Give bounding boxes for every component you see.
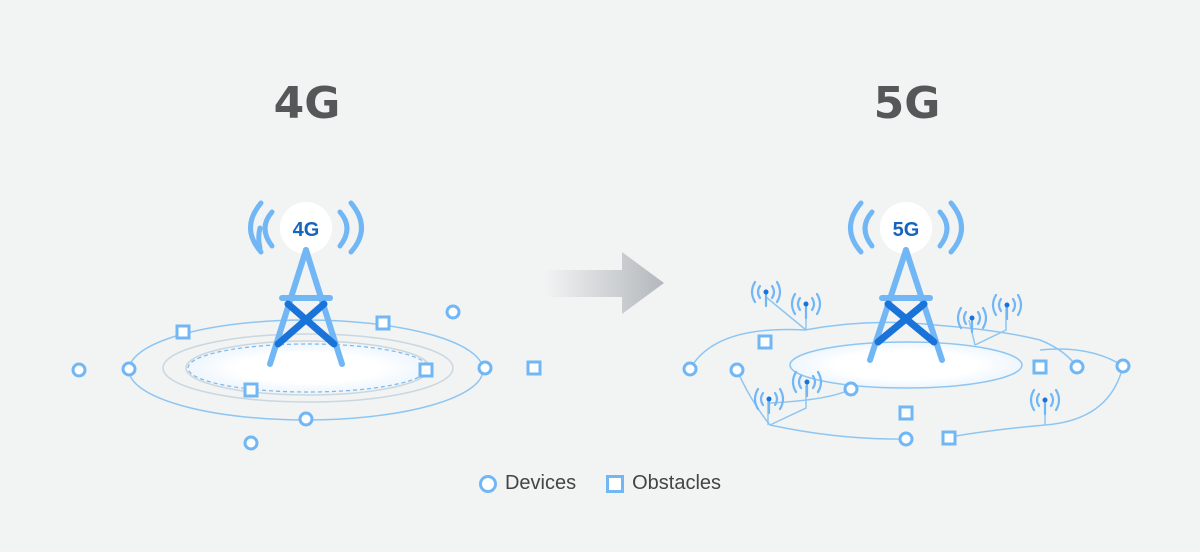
obstacle-icon xyxy=(243,382,259,398)
device-icon xyxy=(243,435,259,451)
tower-label-4g: 4G xyxy=(293,219,320,241)
tower-label-5g: 5G xyxy=(893,219,920,241)
legend-devices: Devices xyxy=(478,472,577,495)
title-4g: 4G xyxy=(273,78,341,129)
devices-4g xyxy=(71,304,493,451)
obstacle-icon xyxy=(1032,359,1048,375)
obstacles-5g xyxy=(757,334,1048,446)
obstacle-icon xyxy=(175,324,191,340)
tower-5g: 5G xyxy=(848,200,964,363)
obstacle-icon xyxy=(526,360,542,376)
small-cells-5g xyxy=(750,280,1061,416)
device-icon xyxy=(71,362,87,378)
device-icon xyxy=(682,361,698,377)
obstacle-icon xyxy=(375,315,391,331)
obstacle-icon xyxy=(941,430,957,446)
devices-5g xyxy=(682,358,1131,447)
legend: Devices Obstacles xyxy=(0,472,1200,495)
device-icon xyxy=(121,361,137,377)
coverage-5g xyxy=(789,341,1023,389)
device-icon xyxy=(898,431,914,447)
legend-devices-label: Devices xyxy=(504,472,577,494)
title-5g: 5G xyxy=(873,78,941,129)
obstacle-icon xyxy=(757,334,773,350)
legend-obstacles-label: Obstacles xyxy=(632,472,722,494)
transition-arrow xyxy=(545,252,664,314)
small-cell-icon xyxy=(956,306,988,334)
small-cell-icon xyxy=(1029,388,1061,416)
device-circle-icon xyxy=(478,474,497,493)
obstacle-icon xyxy=(898,405,914,421)
device-icon xyxy=(477,360,493,376)
device-icon xyxy=(1115,358,1131,374)
device-icon xyxy=(1069,359,1085,375)
small-cell-icon xyxy=(753,387,785,415)
tower-4g: 4G xyxy=(248,200,364,367)
device-icon xyxy=(298,411,314,427)
small-cell-icon xyxy=(750,280,782,308)
network-links-5g xyxy=(689,296,1124,440)
obstacles-4g xyxy=(175,315,542,398)
device-icon xyxy=(843,381,859,397)
legend-obstacles: Obstacles xyxy=(606,472,721,495)
small-cell-icon xyxy=(790,292,822,320)
small-cell-icon xyxy=(791,370,823,398)
obstacle-icon xyxy=(418,362,434,378)
obstacle-square-icon xyxy=(606,474,625,493)
device-icon xyxy=(445,304,461,320)
device-icon xyxy=(729,362,745,378)
small-cell-icon xyxy=(991,293,1023,321)
